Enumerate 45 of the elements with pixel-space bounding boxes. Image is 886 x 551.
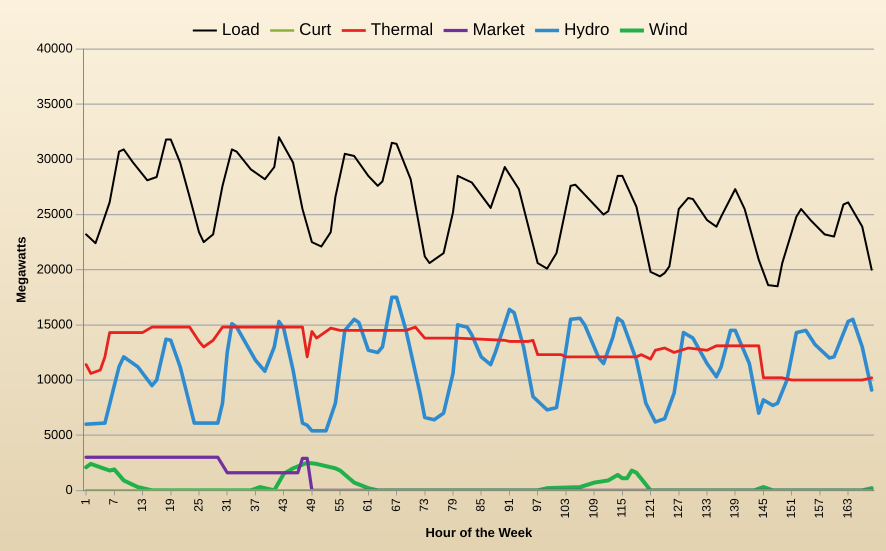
x-tick-label: 133: [699, 498, 714, 518]
x-tick-label: 151: [784, 498, 798, 518]
y-tick-label: 30000: [36, 150, 73, 166]
x-tick-label: 55: [332, 498, 346, 512]
x-tick-label: 37: [248, 498, 262, 512]
x-tick-label: 115: [614, 498, 629, 518]
x-tick-label: 103: [558, 498, 572, 518]
x-tick-label: 7: [106, 498, 121, 506]
y-tick-label: 40000: [36, 40, 73, 56]
x-tick-label: 49: [304, 498, 318, 512]
x-tick-label: 121: [642, 498, 657, 518]
x-tick-label: 109: [586, 498, 600, 518]
x-tick-label: 97: [530, 498, 544, 512]
legend-label: Market: [472, 20, 525, 40]
x-tick-label: 145: [756, 498, 770, 518]
y-tick-label: 35000: [36, 96, 73, 111]
x-tick-label: 91: [502, 498, 516, 512]
x-tick-label: 43: [276, 498, 290, 512]
x-tick-label: 163: [840, 498, 854, 518]
x-tick-label: 19: [163, 498, 178, 512]
legend-label: Curt: [299, 20, 332, 40]
x-tick-label: 157: [812, 498, 826, 518]
y-tick-label: 15000: [36, 316, 73, 332]
legend-label: Thermal: [370, 20, 434, 40]
x-tick-label: 73: [417, 498, 432, 512]
x-tick-label: 79: [445, 498, 460, 512]
x-tick-label: 127: [671, 498, 686, 518]
x-tick-label: 1: [78, 498, 92, 506]
x-tick-label: 31: [220, 498, 234, 512]
y-tick-label: 10000: [36, 372, 73, 387]
y-tick-label: 25000: [36, 206, 73, 222]
x-tick-label: 67: [388, 498, 403, 512]
legend-label: Load: [222, 20, 260, 40]
x-tick-label: 13: [134, 498, 149, 512]
y-tick-label: 5000: [44, 426, 73, 442]
legend-label: Hydro: [564, 20, 610, 40]
x-tick-label: 61: [360, 498, 375, 512]
legend-label: Wind: [648, 20, 688, 40]
x-tick-label: 139: [728, 498, 742, 518]
y-axis-title: Megawatts: [13, 236, 28, 303]
x-tick-label: 85: [474, 498, 488, 512]
y-tick-label: 0: [66, 482, 73, 497]
y-tick-label: 20000: [36, 261, 73, 276]
x-axis-title: Hour of the Week: [426, 524, 533, 540]
x-tick-label: 25: [191, 498, 206, 512]
